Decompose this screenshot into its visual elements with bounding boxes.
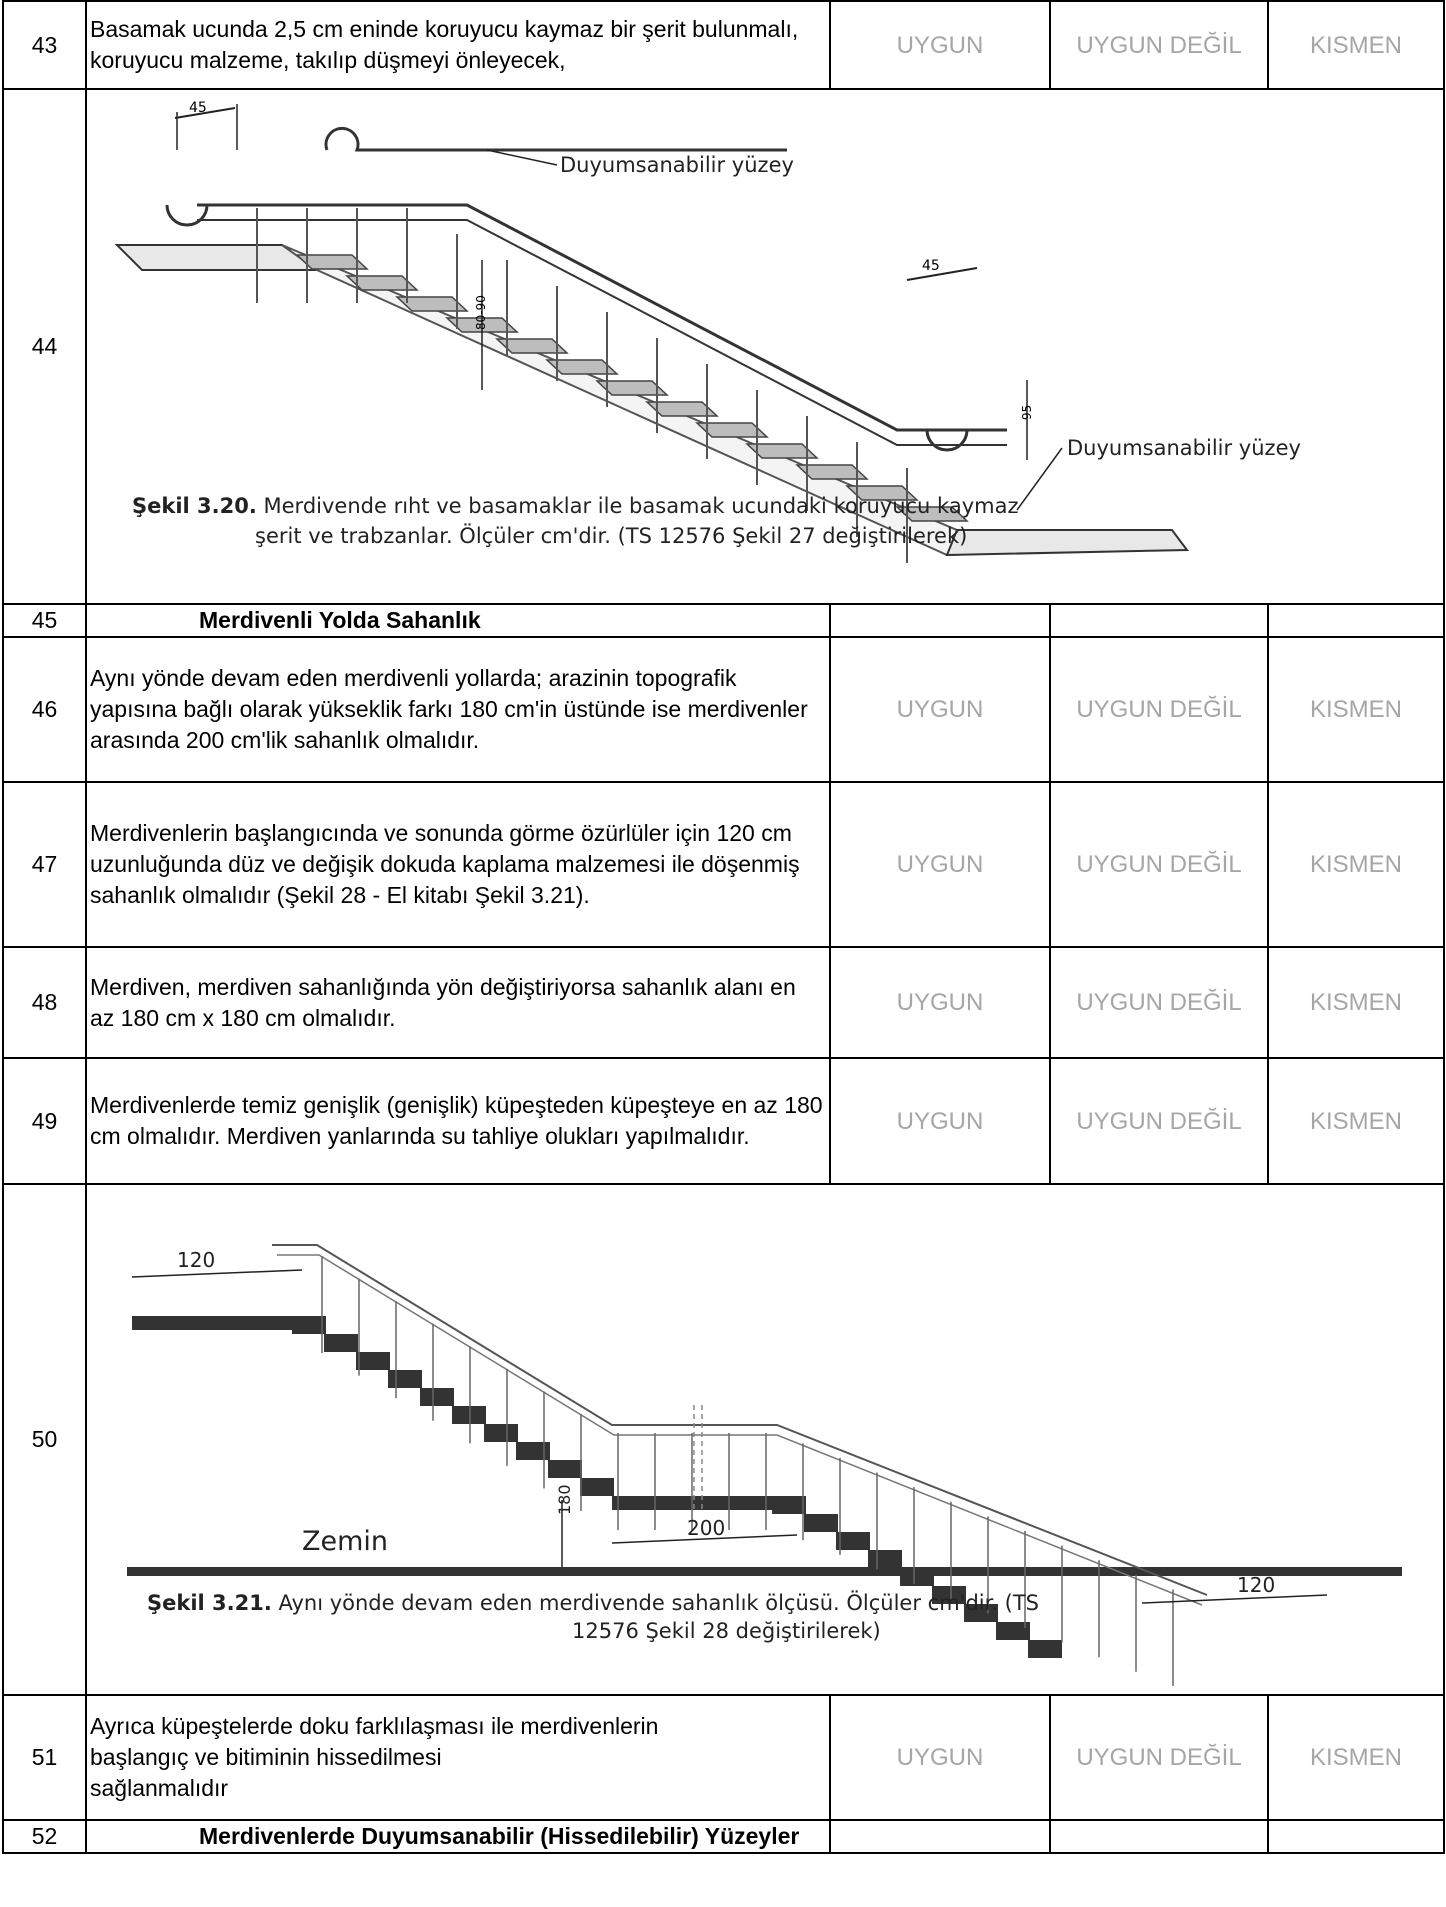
stair-step xyxy=(516,1442,550,1460)
figure-cell: 120 200 180 120 Zemin Şekil 3.21. Aynı y… xyxy=(85,1183,1445,1696)
checklist-table: 43 Basamak ucunda 2,5 cm eninde koruyucu… xyxy=(2,0,1445,1854)
stair-step xyxy=(996,1622,1030,1640)
table-row: 49 Merdivenlerde temiz genişlik (genişli… xyxy=(2,1057,1445,1185)
row-number: 44 xyxy=(2,88,87,605)
dim-180: 180 xyxy=(555,1484,574,1515)
dim-45-right: 45 xyxy=(922,258,940,274)
criterion-line: başlangıç ve bitiminin hissedilmesi xyxy=(90,1744,442,1770)
row-number: 45 xyxy=(2,603,87,638)
stair-step xyxy=(484,1424,518,1442)
table-row: 51 Ayrıca küpeştelerde doku farklılaşmas… xyxy=(2,1694,1445,1821)
option-uygun-degil[interactable]: UYGUN DEĞİL xyxy=(1049,0,1269,90)
stair-step xyxy=(292,1316,326,1334)
option-kismen[interactable]: KISMEN xyxy=(1267,1694,1445,1821)
label-tactile-surface-bottom: Duyumsanabilir yüzey xyxy=(1067,436,1301,460)
option-uygun[interactable]: UYGUN xyxy=(829,0,1051,90)
stair-step xyxy=(804,1514,838,1532)
criterion-text: Aynı yönde devam eden merdivenli yollard… xyxy=(85,636,831,783)
table-row: 52 Merdivenlerde Duyumsanabilir (Hissedi… xyxy=(2,1819,1445,1854)
dim-120-right: 120 xyxy=(1237,1573,1275,1597)
label-tactile-surface-top: Duyumsanabilir yüzey xyxy=(560,153,794,177)
stair-step xyxy=(1028,1640,1062,1658)
stair-step xyxy=(548,1460,582,1478)
option-kismen[interactable]: KISMEN xyxy=(1267,781,1445,948)
option-kismen[interactable]: KISMEN xyxy=(1267,1057,1445,1185)
section-title: Merdivenli Yolda Sahanlık xyxy=(85,603,831,638)
option-uygun[interactable]: UYGUN xyxy=(829,781,1051,948)
table-row: 44 45 45 xyxy=(2,88,1445,605)
dim-45-left: 45 xyxy=(189,100,207,116)
stair-step xyxy=(900,1568,934,1586)
option-uygun-degil[interactable]: UYGUN DEĞİL xyxy=(1049,1057,1269,1185)
option-uygun[interactable]: UYGUN xyxy=(829,636,1051,783)
stair-step xyxy=(324,1334,358,1352)
row-number: 51 xyxy=(2,1694,87,1821)
option-uygun-degil[interactable]: UYGUN DEĞİL xyxy=(1049,946,1269,1059)
option-kismen[interactable]: KISMEN xyxy=(1267,946,1445,1059)
table-row: 50 120 200 xyxy=(2,1183,1445,1696)
figure-cell: 45 45 80-90 95 Duyumsanabilir yüzey Duyu… xyxy=(85,88,1445,605)
stair-step xyxy=(772,1496,806,1514)
criterion-text: Ayrıca küpeştelerde doku farklılaşması i… xyxy=(85,1694,831,1821)
option-uygun-degil[interactable]: UYGUN DEĞİL xyxy=(1049,636,1269,783)
stair-step xyxy=(964,1604,998,1622)
criterion-text: Basamak ucunda 2,5 cm eninde koruyucu ka… xyxy=(85,0,831,90)
stair-handrail-figure: 45 45 80-90 95 Duyumsanabilir yüzey Duyu… xyxy=(114,100,1301,563)
stair-step xyxy=(836,1532,870,1550)
landing-dimension-figure: 120 200 180 120 Zemin Şekil 3.21. Aynı y… xyxy=(127,1244,1402,1687)
criterion-text: Merdivenlerin başlangıcında ve sonunda g… xyxy=(85,781,831,948)
table-row: 47 Merdivenlerin başlangıcında ve sonund… xyxy=(2,781,1445,948)
dim-95: 95 xyxy=(1020,405,1034,420)
criterion-line: sağlanmalıdır xyxy=(90,1775,229,1801)
stair-step xyxy=(395,296,469,312)
option-uygun[interactable]: UYGUN xyxy=(829,1694,1051,1821)
criterion-line: Ayrıca küpeştelerde doku farklılaşması i… xyxy=(90,1713,659,1739)
table-row: 45 Merdivenli Yolda Sahanlık xyxy=(2,603,1445,638)
dim-rise: 80-90 xyxy=(474,295,488,330)
row-number: 46 xyxy=(2,636,87,783)
row-number: 50 xyxy=(2,1183,87,1696)
row-number: 43 xyxy=(2,0,87,90)
option-uygun-degil[interactable]: UYGUN DEĞİL xyxy=(1049,781,1269,948)
option-kismen[interactable]: KISMEN xyxy=(1267,0,1445,90)
stair-step xyxy=(356,1352,390,1370)
figure-caption-line2: 12576 Şekil 28 değiştirilerek) xyxy=(572,1619,881,1643)
option-uygun-degil[interactable]: UYGUN DEĞİL xyxy=(1049,1694,1269,1821)
table-row: 43 Basamak ucunda 2,5 cm eninde koruyucu… xyxy=(2,0,1445,90)
dim-200: 200 xyxy=(687,1516,725,1540)
row-number: 47 xyxy=(2,781,87,948)
stair-step xyxy=(452,1406,486,1424)
stair-step xyxy=(388,1370,422,1388)
stair-step xyxy=(580,1478,614,1496)
dim-120-left: 120 xyxy=(177,1248,215,1272)
option-kismen[interactable]: KISMEN xyxy=(1267,636,1445,783)
figure-caption-line1: Şekil 3.20. Merdivende rıht ve basamakla… xyxy=(132,494,1018,518)
option-uygun[interactable]: UYGUN xyxy=(829,946,1051,1059)
stair-step xyxy=(868,1550,902,1568)
row-number: 49 xyxy=(2,1057,87,1185)
row-number: 52 xyxy=(2,1819,87,1854)
ground-label: Zemin xyxy=(302,1526,388,1557)
option-uygun[interactable]: UYGUN xyxy=(829,1057,1051,1185)
section-title: Merdivenlerde Duyumsanabilir (Hissedileb… xyxy=(85,1819,831,1854)
stair-step xyxy=(932,1586,966,1604)
criterion-text: Merdivenlerde temiz genişlik (genişlik) … xyxy=(85,1057,831,1185)
figure-caption-line2: şerit ve trabzanlar. Ölçüler cm'dir. (TS… xyxy=(255,523,967,548)
criterion-text: Merdiven, merdiven sahanlığında yön deği… xyxy=(85,946,831,1059)
figure-caption-line1: Şekil 3.21. Aynı yönde devam eden merdiv… xyxy=(147,1590,1039,1615)
table-row: 48 Merdiven, merdiven sahanlığında yön d… xyxy=(2,946,1445,1059)
stair-step xyxy=(420,1388,454,1406)
table-row: 46 Aynı yönde devam eden merdivenli yoll… xyxy=(2,636,1445,783)
row-number: 48 xyxy=(2,946,87,1059)
